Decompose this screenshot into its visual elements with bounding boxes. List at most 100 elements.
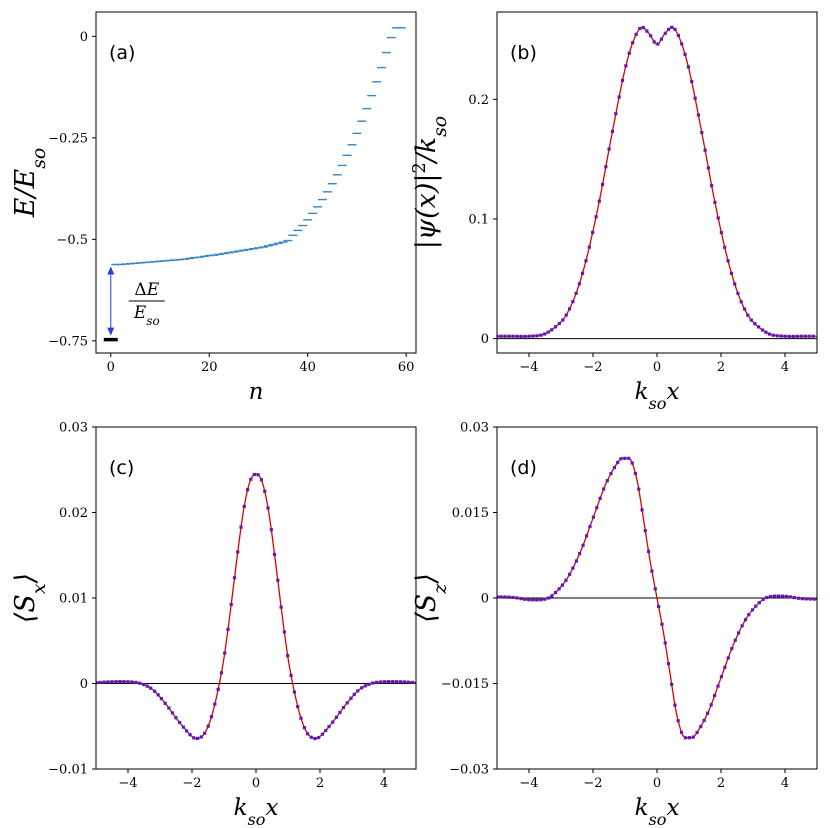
data-point <box>560 583 564 587</box>
data-point <box>306 732 310 736</box>
y-tick-label: 0.02 <box>59 506 88 521</box>
data-point <box>546 330 550 334</box>
data-point <box>740 624 744 628</box>
data-point <box>272 552 277 557</box>
data-point <box>410 680 415 685</box>
data-point <box>581 543 585 547</box>
y-tick-label: −0.75 <box>48 334 88 349</box>
data-point <box>627 456 631 460</box>
plot-area <box>497 456 817 740</box>
x-tick-label: 0 <box>252 776 260 791</box>
data-point <box>598 496 602 500</box>
data-point <box>646 549 651 554</box>
data-point <box>796 596 800 600</box>
markers <box>497 25 815 339</box>
data-point <box>96 681 98 685</box>
data-point <box>680 42 684 46</box>
data-point <box>203 731 207 735</box>
data-point <box>779 334 783 338</box>
x-tick-label: 60 <box>398 360 415 375</box>
y-tick-label: −0.5 <box>56 233 88 248</box>
data-point <box>122 680 126 684</box>
data-point <box>229 602 233 607</box>
data-point <box>515 334 519 338</box>
data-point <box>696 113 701 117</box>
data-point <box>232 576 237 580</box>
data-point <box>356 689 360 693</box>
y-tick-label: −0.01 <box>48 763 88 778</box>
panel-label: (d) <box>510 457 537 479</box>
data-point <box>633 471 638 476</box>
data-point <box>800 597 804 601</box>
series-line <box>96 473 416 740</box>
x-tick-label: −4 <box>118 776 137 791</box>
data-point <box>375 680 379 684</box>
panel-d: −4 −2 0 2 4 −0.03 −0.015 0 0.015 0.03 ksox ⟨Sz⟩ (d) <box>411 421 818 828</box>
data-point <box>324 728 328 733</box>
sample-path <box>497 27 817 336</box>
data-point <box>577 282 581 286</box>
data-point <box>102 680 106 684</box>
data-point <box>703 148 707 152</box>
data-point <box>149 686 153 690</box>
data-point <box>519 597 523 601</box>
data-point <box>259 478 263 482</box>
panel-label: (c) <box>109 457 134 479</box>
data-point <box>652 40 656 44</box>
data-point <box>106 680 110 684</box>
data-point <box>209 715 214 719</box>
data-point <box>747 613 751 617</box>
data-point <box>591 515 595 519</box>
data-point <box>286 654 290 658</box>
data-point <box>167 706 171 710</box>
data-point <box>761 597 765 601</box>
data-point <box>236 550 240 554</box>
data-point <box>719 675 724 679</box>
data-point <box>783 334 787 338</box>
data-point <box>723 245 727 249</box>
data-point <box>702 718 706 722</box>
data-point <box>742 307 747 311</box>
y-tick-label: 0 <box>481 332 489 347</box>
data-point <box>399 680 403 684</box>
y-tick-label: 0 <box>80 30 88 45</box>
y-tick-label: 0 <box>481 592 489 607</box>
gap-label-denominator: Eso <box>133 303 160 328</box>
data-point <box>503 595 507 599</box>
y-tick-label: 0.03 <box>460 421 489 436</box>
data-point <box>367 682 371 686</box>
data-point <box>713 693 717 698</box>
data-point <box>749 318 753 322</box>
y-tick-label: 0.01 <box>59 592 88 607</box>
data-point <box>666 27 671 32</box>
data-point <box>670 25 674 29</box>
data-point <box>539 598 543 602</box>
data-point <box>507 595 511 599</box>
data-point <box>527 598 531 602</box>
data-point <box>750 608 755 612</box>
data-point <box>804 597 808 601</box>
data-point <box>706 166 710 170</box>
data-point <box>178 720 182 725</box>
data-point <box>170 711 175 715</box>
markers <box>497 456 816 740</box>
data-point <box>683 736 688 740</box>
data-point <box>98 680 102 684</box>
panel-c: −4 −2 0 2 4 −0.01 0 0.01 0.02 0.03 ksox ⟨Sx⟩ (c) <box>10 421 417 828</box>
data-point <box>299 716 303 720</box>
data-point <box>341 705 346 710</box>
data-point <box>206 724 210 728</box>
data-point <box>174 716 178 720</box>
data-point <box>736 631 741 635</box>
data-point <box>787 334 791 339</box>
data-point <box>226 627 230 631</box>
data-point <box>679 730 684 734</box>
data-point <box>686 65 690 69</box>
data-point <box>515 596 519 600</box>
data-point <box>497 334 499 338</box>
data-point <box>733 282 737 286</box>
data-point <box>553 325 558 329</box>
data-point <box>395 680 399 684</box>
data-point <box>670 682 674 687</box>
y-tick-label: −0.015 <box>441 677 489 692</box>
